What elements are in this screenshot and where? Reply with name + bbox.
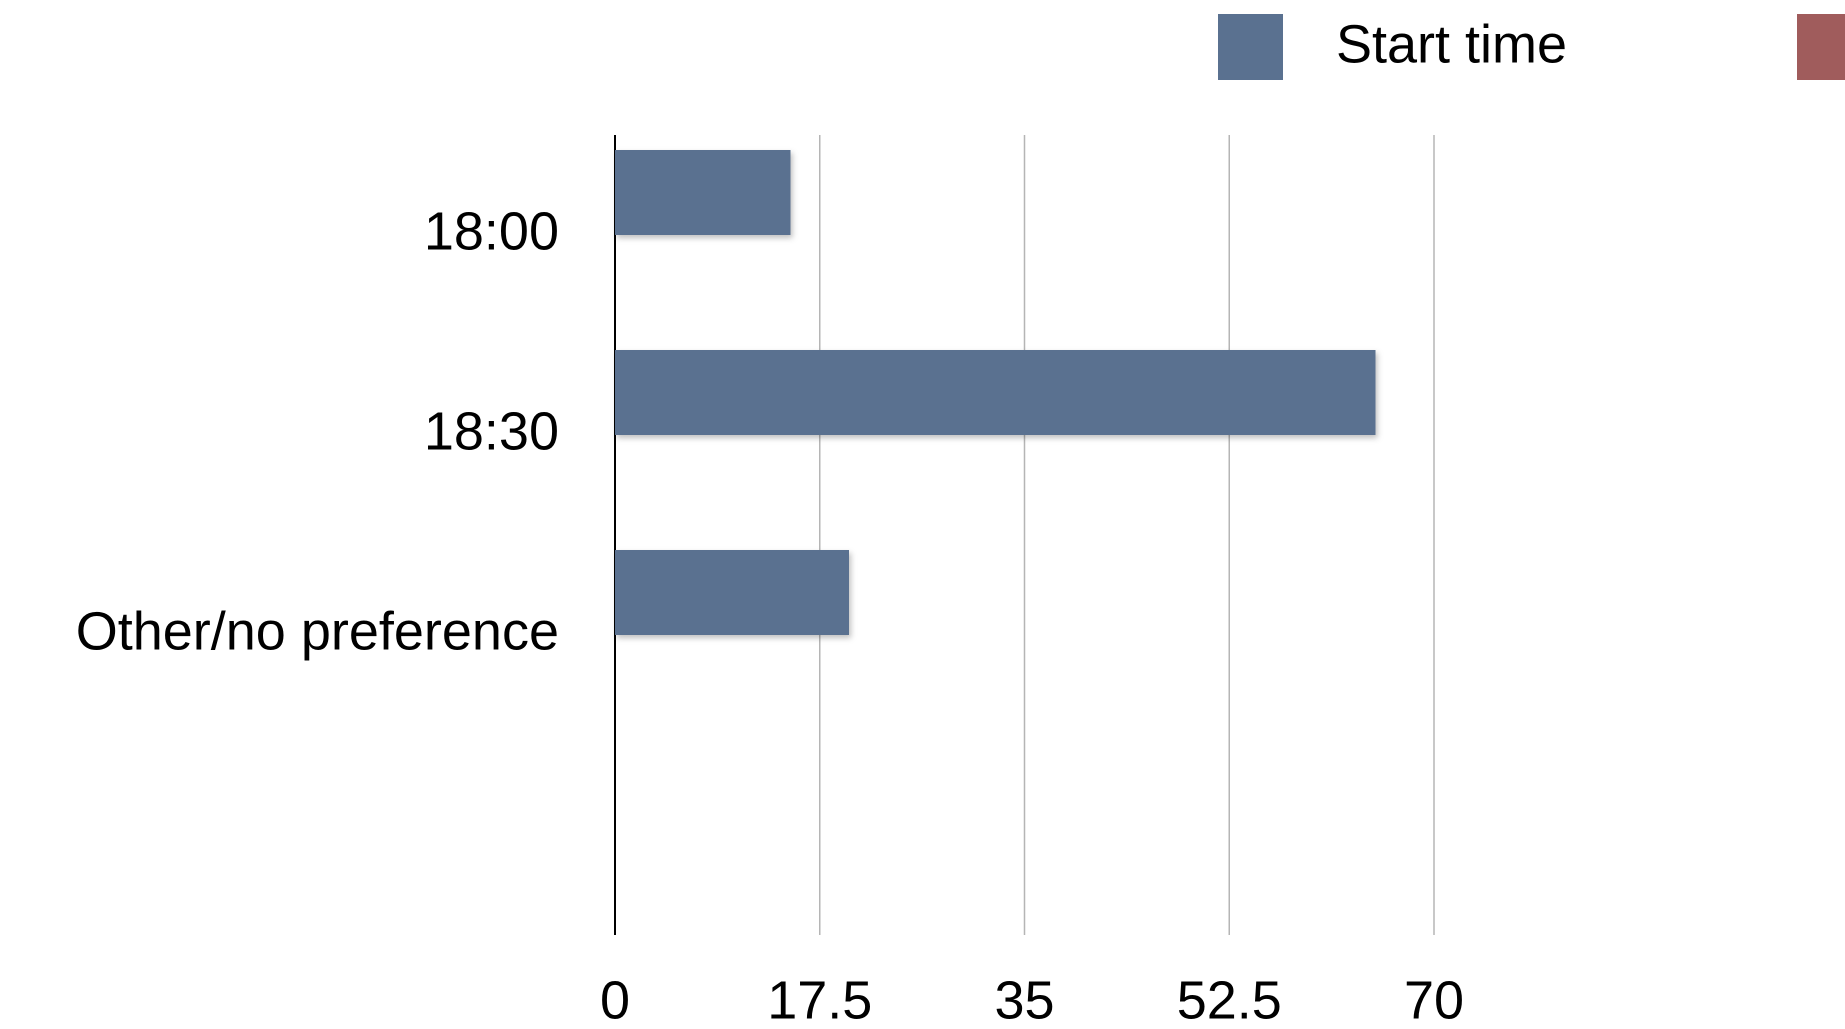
bar <box>615 350 1376 435</box>
x-tick-label: 70 <box>1404 970 1464 1029</box>
x-tick-label: 35 <box>994 970 1054 1029</box>
bar <box>615 550 849 635</box>
x-tick-label: 52.5 <box>1177 970 1282 1029</box>
x-tick-label: 17.5 <box>767 970 872 1029</box>
bar <box>615 150 791 235</box>
y-tick-label: 18:30 <box>424 401 559 461</box>
legend-swatch <box>1218 14 1283 80</box>
y-tick-label: 18:00 <box>424 201 559 261</box>
legend-swatch-clipped <box>1797 14 1845 80</box>
legend-label: Start time <box>1336 14 1567 74</box>
x-tick-label: 0 <box>600 970 630 1029</box>
y-tick-label: Other/no preference <box>76 601 559 661</box>
